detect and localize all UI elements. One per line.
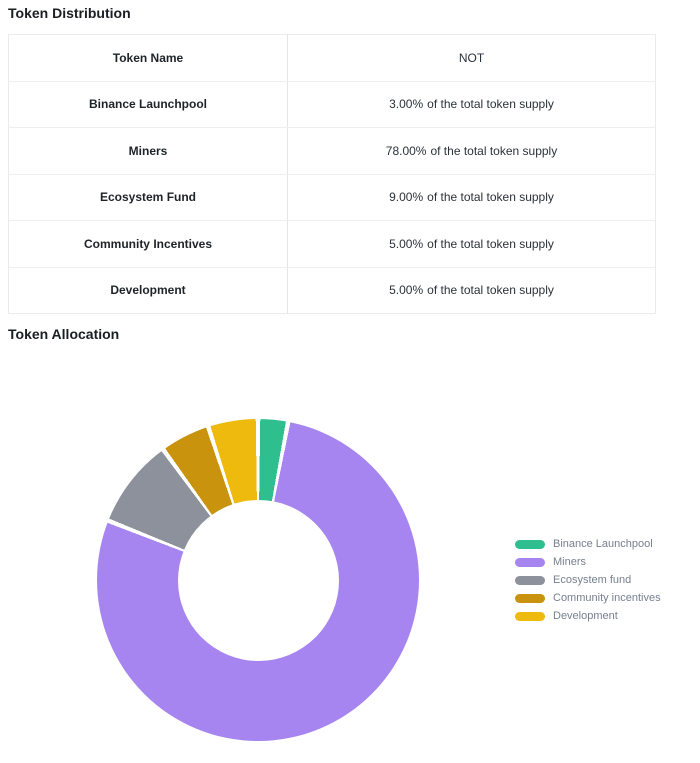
row-suffix: of the total token supply xyxy=(427,190,554,205)
chart-legend: Binance Launchpool Miners Ecosystem fund… xyxy=(515,535,661,625)
legend-swatch-icon xyxy=(515,557,545,567)
legend-item-binance-launchpool[interactable]: Binance Launchpool xyxy=(515,535,661,553)
row-percent: 9.00% xyxy=(389,190,424,205)
legend-swatch-icon xyxy=(515,575,545,585)
row-suffix: of the total token supply xyxy=(427,97,554,112)
row-name: Miners xyxy=(8,127,288,175)
row-suffix: of the total token supply xyxy=(427,283,554,298)
table-row: Miners 78.00% of the total token supply xyxy=(8,127,656,175)
row-value: 78.00% of the total token supply xyxy=(287,127,656,175)
row-name: Binance Launchpool xyxy=(8,81,288,128)
row-name: Ecosystem Fund xyxy=(8,174,288,221)
legend-item-miners[interactable]: Miners xyxy=(515,553,661,571)
table-header-token-name: Token Name xyxy=(8,34,288,82)
row-value: 5.00% of the total token supply xyxy=(287,220,656,268)
table-header-row: Token Name NOT xyxy=(8,34,656,82)
legend-label: Ecosystem fund xyxy=(553,574,632,586)
row-value: 9.00% of the total token supply xyxy=(287,174,656,221)
legend-swatch-icon xyxy=(515,593,545,603)
legend-swatch-icon xyxy=(515,611,545,621)
token-allocation-heading: Token Allocation xyxy=(8,326,120,342)
row-name: Development xyxy=(8,267,288,314)
legend-label: Miners xyxy=(553,556,587,568)
table-row: Ecosystem Fund 9.00% of the total token s… xyxy=(8,174,656,221)
legend-label: Development xyxy=(553,610,618,622)
row-percent: 3.00% xyxy=(389,97,424,112)
table-row: Community Incentives 5.00% of the total t… xyxy=(8,220,656,268)
token-distribution-table: Token Name NOT Binance Launchpool 3.00% o… xyxy=(8,34,656,314)
row-suffix: of the total token supply xyxy=(427,236,554,251)
table-header-token-symbol: NOT xyxy=(287,34,656,82)
legend-swatch-icon xyxy=(515,539,545,549)
donut-hole xyxy=(177,499,339,661)
table-row: Development 5.00% of the total token supp… xyxy=(8,267,656,314)
table-row: Binance Launchpool 3.00% of the total tok… xyxy=(8,81,656,128)
token-distribution-heading: Token Distribution xyxy=(8,5,131,21)
legend-label: Community incentives xyxy=(553,592,661,604)
row-suffix: of the total token supply xyxy=(430,143,558,158)
row-percent: 5.00% xyxy=(389,236,424,251)
legend-item-development[interactable]: Development xyxy=(515,607,661,625)
token-allocation-donut-chart[interactable] xyxy=(97,419,419,741)
row-name: Community Incentives xyxy=(8,220,288,268)
row-percent: 78.00% xyxy=(385,143,427,158)
legend-label: Binance Launchpool xyxy=(553,538,653,550)
legend-item-ecosystem-fund[interactable]: Ecosystem fund xyxy=(515,571,661,589)
row-value: 5.00% of the total token supply xyxy=(288,267,656,314)
row-percent: 5.00% xyxy=(389,283,424,298)
legend-item-community-incentives[interactable]: Community incentives xyxy=(515,589,661,607)
row-value: 3.00% of the total token supply xyxy=(287,81,656,128)
